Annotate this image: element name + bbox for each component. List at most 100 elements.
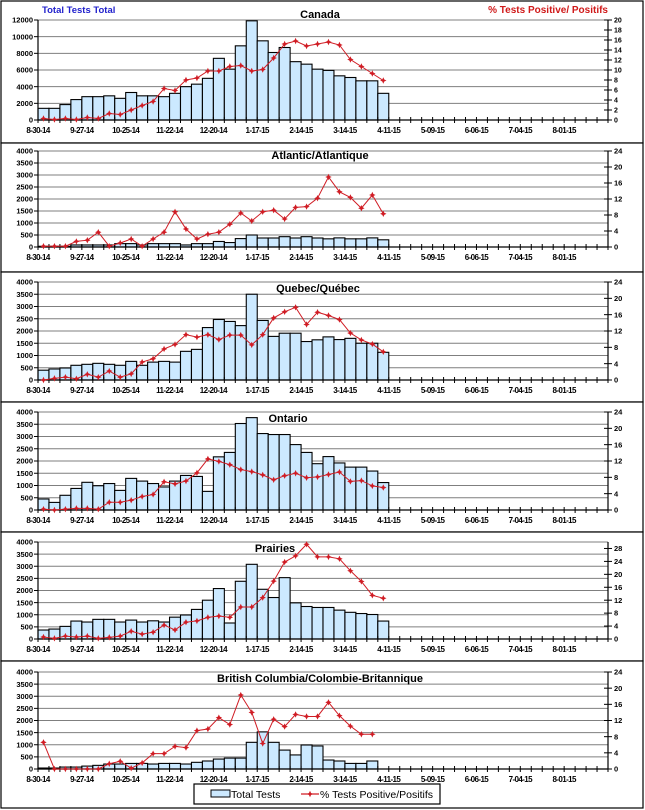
y-right-tick-label: 24 bbox=[614, 668, 623, 677]
bar bbox=[322, 238, 335, 248]
line-point bbox=[117, 111, 124, 118]
y-left-tick-label: 0 bbox=[29, 635, 33, 644]
line-point bbox=[84, 632, 91, 640]
line-series-percent-positive bbox=[40, 691, 376, 773]
bar bbox=[311, 237, 324, 248]
x-tick-label: 8-01-15 bbox=[552, 645, 577, 654]
y-right-tick-label: 16 bbox=[614, 310, 622, 319]
bar bbox=[223, 622, 236, 640]
y-right-tick-label: 10 bbox=[614, 68, 622, 75]
bar bbox=[223, 320, 236, 381]
bar bbox=[179, 763, 193, 770]
line-point bbox=[303, 474, 310, 481]
line-point bbox=[51, 116, 58, 123]
y-left-tick-label: 2000 bbox=[16, 586, 33, 595]
y-right-tick-label: 0 bbox=[614, 376, 618, 385]
x-tick-label: 4-11-15 bbox=[377, 253, 401, 262]
y-left-tick-label: 0 bbox=[29, 116, 33, 125]
line-point bbox=[358, 578, 365, 585]
y-left-tick-label: 2500 bbox=[16, 314, 33, 323]
y-left-tick-label: 2000 bbox=[16, 195, 33, 204]
line-point bbox=[314, 713, 321, 720]
line-point bbox=[215, 458, 223, 465]
line-point bbox=[62, 505, 69, 513]
bar bbox=[344, 337, 357, 381]
x-tick-label: 6-06-15 bbox=[465, 775, 490, 784]
line-point bbox=[237, 691, 244, 699]
line-point bbox=[292, 470, 299, 477]
line-point bbox=[325, 471, 332, 478]
line-point bbox=[51, 635, 58, 642]
y-right-tick-label: 2 bbox=[614, 108, 618, 115]
line-point bbox=[40, 376, 47, 384]
y-left-tick-label: 10000 bbox=[12, 32, 33, 41]
x-tick-label: 1-17-15 bbox=[246, 126, 271, 135]
x-tick-label: 5-09-15 bbox=[421, 253, 446, 262]
bar bbox=[333, 609, 346, 640]
line-point bbox=[336, 316, 343, 323]
bar bbox=[234, 757, 247, 770]
y-left-tick-label: 4000 bbox=[16, 278, 33, 287]
y-right-tick-label: 16 bbox=[614, 179, 622, 188]
bar bbox=[201, 490, 214, 511]
line-point bbox=[358, 336, 365, 344]
x-tick-label: 4-11-15 bbox=[377, 645, 401, 654]
y-left-tick-label: 4000 bbox=[16, 147, 33, 156]
y-right-tick-label: 12 bbox=[614, 327, 622, 336]
x-tick-label: 4-11-15 bbox=[377, 516, 401, 525]
line-point bbox=[171, 743, 179, 750]
line-point bbox=[336, 468, 343, 476]
line-point bbox=[127, 106, 135, 114]
y-left-tick-label: 0 bbox=[29, 765, 33, 774]
x-tick-label: 4-11-15 bbox=[377, 775, 401, 784]
x-tick-label: 8-01-15 bbox=[552, 386, 577, 395]
x-tick-label: 6-06-15 bbox=[465, 126, 490, 135]
bar bbox=[355, 238, 368, 248]
x-tick-label: 4-11-15 bbox=[377, 126, 401, 135]
line-point bbox=[204, 725, 212, 733]
line-point bbox=[358, 63, 365, 70]
x-tick-label: 11-22-14 bbox=[156, 775, 184, 784]
y-right-tick-label: 14 bbox=[614, 48, 622, 55]
x-tick-label: 8-30-14 bbox=[26, 126, 51, 135]
line-point bbox=[40, 243, 47, 250]
bar bbox=[256, 731, 269, 770]
bar bbox=[355, 762, 368, 770]
line-point bbox=[215, 229, 223, 236]
y-left-tick-label: 4000 bbox=[16, 538, 33, 547]
x-tick-label: 11-22-14 bbox=[156, 645, 184, 654]
bar bbox=[377, 620, 390, 640]
y-left-tick-label: 3500 bbox=[16, 290, 33, 299]
line-point bbox=[193, 333, 201, 341]
y-left-tick-label: 500 bbox=[20, 493, 33, 502]
line-point bbox=[347, 478, 354, 485]
line-point bbox=[226, 331, 234, 339]
line-point bbox=[325, 553, 332, 561]
line-point bbox=[204, 614, 212, 621]
chart-panel: 0 500 1000 1500 2000 2500 3000 3500 4000 0 4 8 12 16 2… bbox=[0, 142, 644, 273]
line-point bbox=[259, 208, 266, 215]
x-tick-label: 8-30-14 bbox=[26, 516, 51, 525]
line-point bbox=[62, 632, 69, 640]
bar bbox=[168, 92, 182, 121]
line-point bbox=[380, 484, 387, 491]
x-tick-label: 9-27-14 bbox=[70, 516, 95, 525]
line-point bbox=[149, 629, 157, 636]
bar bbox=[377, 92, 390, 121]
line-point bbox=[95, 229, 102, 236]
line-point bbox=[106, 499, 113, 506]
bar bbox=[300, 451, 313, 511]
line-point bbox=[127, 370, 135, 378]
x-tick-label: 7-04-15 bbox=[509, 645, 534, 654]
line-point bbox=[117, 373, 124, 381]
line-point bbox=[193, 469, 201, 477]
bar bbox=[267, 237, 280, 248]
line-point bbox=[215, 67, 223, 75]
y-left-tick-label: 1000 bbox=[16, 610, 33, 619]
line-point bbox=[358, 731, 365, 738]
bar bbox=[201, 77, 214, 121]
bar bbox=[158, 762, 171, 770]
x-tick-label: 8-01-15 bbox=[552, 516, 577, 525]
bar bbox=[223, 451, 236, 511]
bar bbox=[278, 236, 291, 248]
